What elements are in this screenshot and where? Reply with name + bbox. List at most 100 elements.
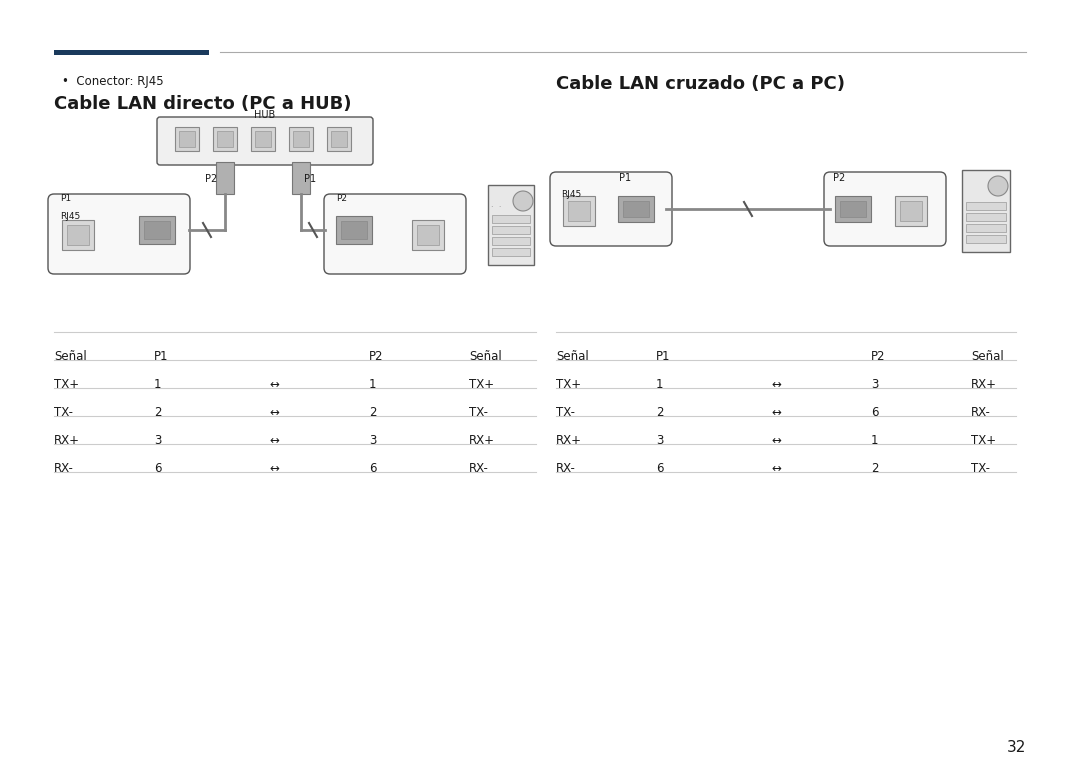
- Text: P1: P1: [154, 350, 168, 363]
- Text: TX+: TX+: [971, 434, 996, 447]
- Text: ↔: ↔: [771, 406, 781, 419]
- Bar: [213, 127, 237, 151]
- Bar: [144, 221, 170, 239]
- Bar: [327, 127, 351, 151]
- Text: P2: P2: [369, 350, 383, 363]
- Text: ↔: ↔: [771, 434, 781, 447]
- Bar: [293, 131, 309, 147]
- Bar: [411, 220, 444, 250]
- Bar: [900, 201, 922, 221]
- Bar: [618, 196, 654, 222]
- Text: ·  ·: · ·: [491, 203, 501, 212]
- Bar: [966, 213, 1005, 221]
- FancyBboxPatch shape: [157, 117, 373, 165]
- FancyBboxPatch shape: [824, 172, 946, 246]
- Text: 2: 2: [656, 406, 663, 419]
- Bar: [175, 127, 199, 151]
- Text: P1: P1: [60, 194, 71, 203]
- Bar: [895, 196, 927, 226]
- Text: P2: P2: [336, 194, 347, 203]
- Text: 6: 6: [870, 406, 878, 419]
- Bar: [568, 201, 590, 221]
- Bar: [966, 224, 1005, 232]
- Circle shape: [513, 191, 534, 211]
- Text: 1: 1: [154, 378, 162, 391]
- Bar: [341, 221, 367, 239]
- Bar: [966, 235, 1005, 243]
- Text: RX-: RX-: [469, 462, 489, 475]
- Text: TX-: TX-: [556, 406, 575, 419]
- Bar: [492, 215, 530, 223]
- Text: 3: 3: [870, 378, 878, 391]
- Bar: [563, 196, 595, 226]
- Text: RX+: RX+: [556, 434, 582, 447]
- Bar: [62, 220, 94, 250]
- Text: RX+: RX+: [971, 378, 997, 391]
- Text: Señal: Señal: [971, 350, 1003, 363]
- Bar: [962, 170, 1010, 252]
- Circle shape: [988, 176, 1008, 196]
- Text: P2: P2: [205, 174, 217, 184]
- Text: P1: P1: [656, 350, 671, 363]
- Text: TX-: TX-: [971, 462, 990, 475]
- Text: 6: 6: [154, 462, 162, 475]
- Text: 2: 2: [369, 406, 377, 419]
- Bar: [179, 131, 195, 147]
- Bar: [54, 50, 210, 55]
- Text: ↔: ↔: [269, 434, 279, 447]
- Text: RJ45: RJ45: [561, 190, 581, 199]
- Text: ↔: ↔: [269, 406, 279, 419]
- Bar: [492, 237, 530, 245]
- Text: ↔: ↔: [771, 378, 781, 391]
- Text: RX-: RX-: [54, 462, 73, 475]
- Text: TX+: TX+: [556, 378, 581, 391]
- Text: RX-: RX-: [971, 406, 990, 419]
- Bar: [840, 201, 866, 217]
- Text: ↔: ↔: [771, 462, 781, 475]
- Text: 32: 32: [1007, 740, 1026, 755]
- Text: RJ45: RJ45: [60, 212, 80, 221]
- Text: P2: P2: [870, 350, 886, 363]
- Text: RX-: RX-: [556, 462, 576, 475]
- Text: 2: 2: [870, 462, 878, 475]
- Text: 1: 1: [870, 434, 878, 447]
- Bar: [255, 131, 271, 147]
- Text: Cable LAN directo (PC a HUB): Cable LAN directo (PC a HUB): [54, 95, 351, 113]
- Bar: [417, 225, 438, 245]
- Text: RX+: RX+: [54, 434, 80, 447]
- Bar: [488, 185, 534, 265]
- Text: •  Conector: RJ45: • Conector: RJ45: [62, 75, 164, 88]
- FancyBboxPatch shape: [48, 194, 190, 274]
- Text: P1: P1: [619, 173, 631, 183]
- Text: 3: 3: [154, 434, 161, 447]
- Text: 6: 6: [656, 462, 663, 475]
- Text: 2: 2: [154, 406, 162, 419]
- Bar: [966, 202, 1005, 210]
- Bar: [217, 131, 233, 147]
- Text: Señal: Señal: [556, 350, 589, 363]
- Bar: [336, 216, 372, 244]
- Bar: [492, 226, 530, 234]
- Text: P1: P1: [303, 174, 316, 184]
- Text: P2: P2: [833, 173, 846, 183]
- Text: Cable LAN cruzado (PC a PC): Cable LAN cruzado (PC a PC): [556, 75, 845, 93]
- Text: Señal: Señal: [469, 350, 502, 363]
- Text: 3: 3: [656, 434, 663, 447]
- Text: ↔: ↔: [269, 378, 279, 391]
- Bar: [492, 248, 530, 256]
- Bar: [835, 196, 870, 222]
- Bar: [139, 216, 175, 244]
- Bar: [330, 131, 347, 147]
- Bar: [289, 127, 313, 151]
- Text: RX+: RX+: [469, 434, 495, 447]
- Text: TX+: TX+: [54, 378, 79, 391]
- FancyBboxPatch shape: [324, 194, 465, 274]
- Text: 1: 1: [369, 378, 377, 391]
- Bar: [251, 127, 275, 151]
- Bar: [216, 162, 234, 194]
- Bar: [623, 201, 649, 217]
- Text: HUB: HUB: [255, 110, 275, 120]
- Text: TX-: TX-: [469, 406, 488, 419]
- Bar: [67, 225, 89, 245]
- FancyBboxPatch shape: [550, 172, 672, 246]
